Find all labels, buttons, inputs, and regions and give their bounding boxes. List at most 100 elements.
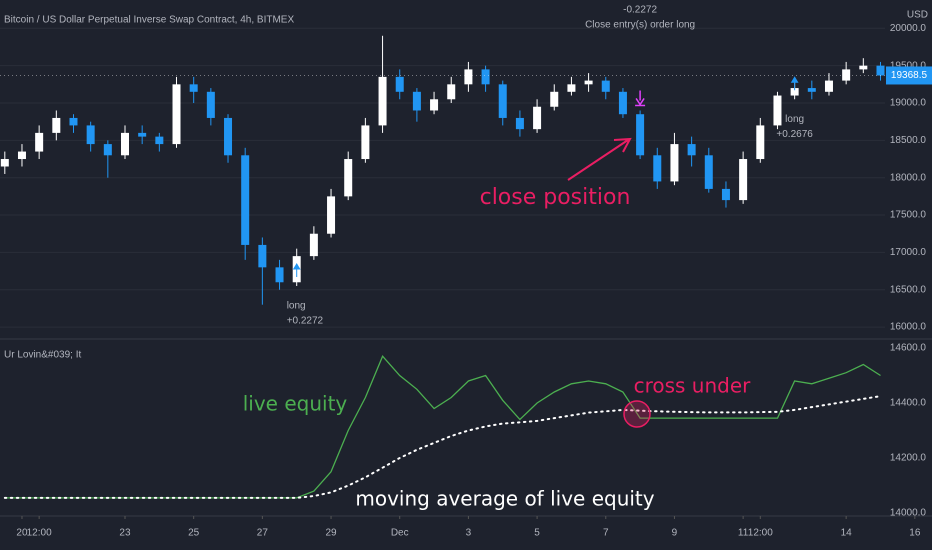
candle-body [0,159,9,167]
x-tick-label: 27 [257,528,269,539]
y-tick-label: 17500.0 [890,210,927,221]
candle-body [687,144,696,156]
candle-body [567,84,576,92]
chart-title: Bitcoin / US Dollar Perpetual Inverse Sw… [4,15,294,26]
candle-body [773,95,782,126]
last-price-label: 19368.5 [891,70,928,81]
annotation: live equity [243,392,348,416]
signal-arrow [292,263,301,278]
candle-body [120,132,129,156]
candle-body [756,125,765,160]
x-tick-label: 23 [119,528,131,539]
last-price-box [886,66,932,85]
currency-label: USD [907,10,928,21]
candle-body [52,117,61,133]
y-tick-label: 17000.0 [890,247,927,258]
candle-body [86,125,95,145]
candle-body [824,80,833,92]
candle-body [584,80,593,85]
candle-body [378,76,387,126]
x-tick-label: 29 [325,528,337,539]
candle-body [327,196,336,234]
candle-body [481,69,490,85]
candle-body [498,84,507,118]
candle-body [601,80,610,92]
candle-body [258,244,267,268]
candle-body [550,91,559,107]
annotation: long [287,301,306,312]
pointer-arrow [567,137,632,181]
candle-body [618,91,627,115]
candle-body [189,84,198,92]
candle-body [842,69,851,81]
candle-body [430,99,439,111]
y-tick-label: 14200.0 [890,453,927,464]
y-tick-label: 19000.0 [890,98,927,109]
candle-body [464,69,473,85]
candle-body [515,117,524,130]
annotation: Close entry(s) order long [585,20,695,31]
y-tick-label: 20000.0 [890,23,927,34]
x-tick-label: 12:00 [748,528,773,539]
candle-body [447,84,456,100]
candle-body [876,65,885,76]
signal-arrow [635,90,645,106]
annotation: +0.2272 [287,316,324,327]
candle-body [859,65,868,70]
x-tick-label: 7 [603,528,609,539]
candle-body [704,155,713,189]
x-tick-label: 16 [909,528,921,539]
annotation: +0.2676 [776,129,813,140]
candle-body [790,88,799,96]
x-tick-label: 20 [16,528,28,539]
candle-body [670,144,679,182]
candle-body [653,155,662,182]
candle-body [361,125,370,160]
candle-body [35,132,44,152]
x-tick-label: 14 [841,528,853,539]
annotation: moving average of live equity [355,487,654,511]
candle-body [69,117,78,126]
candle-body [739,159,748,201]
indicator-title: Ur Lovin&#039; It [4,350,81,361]
candle-body [155,136,164,145]
y-tick-label: 16500.0 [890,284,927,295]
x-tick-label: Dec [391,528,409,539]
cross-marker [623,400,651,428]
candle-body [721,188,730,201]
annotation: long [785,114,804,125]
y-tick-label: 14400.0 [890,398,927,409]
y-tick-label: 19500.0 [890,60,927,71]
candle-body [138,132,147,137]
candle-body [103,144,112,156]
y-tick-label: 16000.0 [890,322,927,333]
x-tick-label: 25 [188,528,200,539]
candle-body [533,106,542,130]
x-tick-label: 5 [534,528,540,539]
candle-body [344,159,353,197]
x-tick-label: 11 [738,528,749,539]
candle-body [17,151,26,160]
candle-body [241,155,250,245]
y-tick-label: 18500.0 [890,135,927,146]
series-line [3,395,882,499]
x-tick-label: 3 [466,528,472,539]
annotation: close position [480,185,631,210]
candle-body [275,267,284,283]
y-tick-label: 14000.0 [890,508,927,519]
candle-body [309,233,318,257]
candle-body [172,84,181,145]
signal-arrow [790,76,799,91]
x-tick-label: 12:00 [27,528,52,539]
annotation: -0.2272 [623,5,657,16]
y-tick-label: 14600.0 [890,343,927,354]
candle-body [395,76,404,92]
candle-body [224,117,233,156]
y-tick-label: 18000.0 [890,172,927,183]
x-tick-label: 9 [672,528,678,539]
candle-body [206,91,215,118]
annotation: cross under [634,374,752,398]
